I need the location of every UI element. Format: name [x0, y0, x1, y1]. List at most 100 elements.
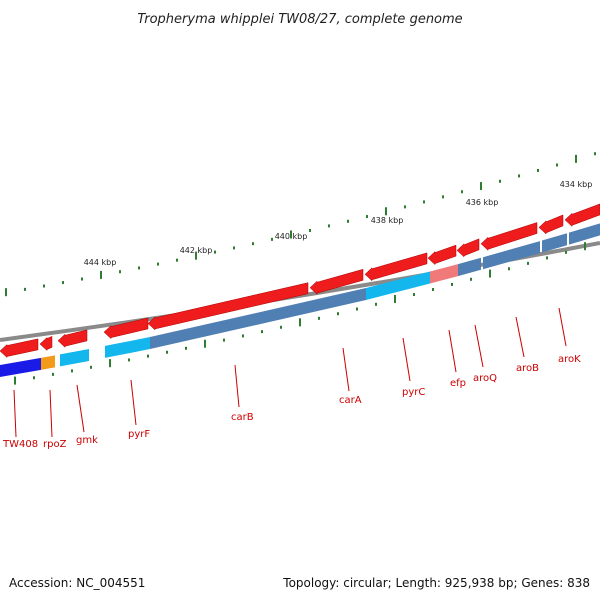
- leader-gmk: [76, 384, 85, 433]
- accession-text: Accession: NC_004551: [9, 576, 145, 590]
- cds-arrow: [480, 222, 538, 251]
- leader-pyrC: [402, 337, 411, 382]
- inner-tick: [128, 358, 130, 362]
- kbp-tick: [252, 242, 254, 246]
- kbp-tick: [575, 154, 577, 163]
- inner-tick: [109, 359, 111, 368]
- gene-labels: TW408 rpoZ gmk pyrF carB carA pyrC efp a…: [2, 307, 581, 450]
- inner-tick: [375, 302, 377, 306]
- gene-label-pyrF: pyrF: [128, 429, 150, 440]
- inner-tick: [242, 334, 244, 338]
- inner-tick: [14, 376, 16, 385]
- kbp-tick: [480, 182, 482, 191]
- cds-arrow: [456, 238, 480, 258]
- kbp-tick: [271, 237, 273, 241]
- cds-arrow: [309, 268, 364, 295]
- kbp-label-436: 436 kbp: [466, 198, 499, 207]
- cog-track: [0, 223, 600, 377]
- inner-tick: [166, 350, 168, 354]
- inner-tick: [223, 338, 225, 342]
- kbp-tick: [404, 205, 406, 209]
- kbp-tick: [24, 287, 26, 291]
- kbp-tick: [423, 200, 425, 204]
- kbp-tick: [461, 190, 463, 194]
- cds-arrow: [0, 338, 39, 359]
- kbp-tick: [594, 152, 596, 156]
- inner-tick: [470, 277, 472, 281]
- cds-arrow: [538, 214, 564, 235]
- inner-tick: [280, 325, 282, 329]
- kbp-ticks: [5, 152, 596, 297]
- inner-tick: [147, 354, 149, 358]
- inner-tick: [508, 267, 510, 271]
- kbp-label-444: 444 kbp: [84, 258, 117, 267]
- kbp-label-440: 440 kbp: [275, 232, 308, 241]
- leader-carA: [342, 347, 350, 392]
- gene-label-TW408: TW408: [2, 439, 38, 450]
- kbp-tick: [195, 251, 197, 260]
- genome-summary: Topology: circular; Length: 925,938 bp; …: [282, 576, 590, 590]
- leader-aroK: [558, 307, 567, 347]
- cog-block: [105, 337, 150, 358]
- cog-block: [366, 271, 430, 301]
- gene-label-pyrC: pyrC: [402, 387, 425, 398]
- leader-aroB: [515, 316, 525, 358]
- inner-tick: [90, 365, 92, 369]
- inner-tick: [261, 330, 263, 334]
- inner-tick: [527, 261, 529, 265]
- cds-arrow: [427, 244, 457, 266]
- cog-block: [150, 288, 366, 350]
- cog-block: [41, 355, 55, 370]
- kbp-tick: [290, 230, 292, 239]
- cog-block: [430, 264, 458, 284]
- inner-tick: [299, 318, 301, 327]
- kbp-label-442: 442 kbp: [180, 246, 213, 255]
- gene-label-aroB: aroB: [516, 363, 539, 374]
- inner-tick: [394, 294, 396, 303]
- cds-arrow: [564, 203, 600, 227]
- cog-block: [60, 348, 89, 367]
- kbp-label-438: 438 kbp: [371, 216, 404, 225]
- inner-tick: [204, 339, 206, 348]
- inner-tick: [71, 369, 73, 373]
- kbp-tick: [214, 250, 216, 254]
- kbp-labels: 444 kbp 442 kbp 440 kbp 438 kbp 436 kbp …: [84, 180, 593, 267]
- cog-block: [569, 223, 600, 245]
- kbp-tick: [81, 277, 83, 281]
- kbp-tick: [43, 284, 45, 288]
- gene-label-aroK: aroK: [558, 354, 581, 365]
- gene-label-aroQ: aroQ: [473, 373, 497, 384]
- inner-tick: [356, 307, 358, 311]
- cds-arrow: [147, 282, 309, 331]
- cog-block: [0, 357, 41, 377]
- inner-tick: [337, 312, 339, 316]
- kbp-tick: [119, 270, 121, 274]
- kbp-tick: [100, 270, 102, 279]
- inner-tick: [565, 250, 567, 254]
- inner-tick: [52, 372, 54, 376]
- kbp-tick: [176, 258, 178, 262]
- gene-label-gmk: gmk: [76, 435, 98, 446]
- inner-tick: [489, 269, 491, 278]
- kbp-tick: [366, 215, 368, 219]
- kbp-tick: [328, 224, 330, 228]
- kbp-tick: [442, 195, 444, 199]
- leader-pyrF: [130, 379, 137, 426]
- cog-block: [458, 257, 481, 277]
- cds-arrow: [39, 335, 53, 352]
- kbp-tick: [518, 174, 520, 178]
- inner-tick: [584, 242, 586, 251]
- map-title: Tropheryma whipplei TW08/27, complete ge…: [137, 12, 462, 27]
- kbp-tick: [385, 207, 387, 216]
- kbp-tick: [138, 266, 140, 270]
- kbp-tick: [347, 219, 349, 223]
- inner-tick: [33, 376, 35, 380]
- gene-label-efp: efp: [450, 378, 466, 389]
- leader-TW408: [13, 389, 17, 438]
- kbp-tick: [62, 281, 64, 285]
- inner-tick: [432, 288, 434, 292]
- kbp-tick: [556, 163, 558, 167]
- inner-tick: [413, 293, 415, 297]
- inner-tick: [185, 346, 187, 350]
